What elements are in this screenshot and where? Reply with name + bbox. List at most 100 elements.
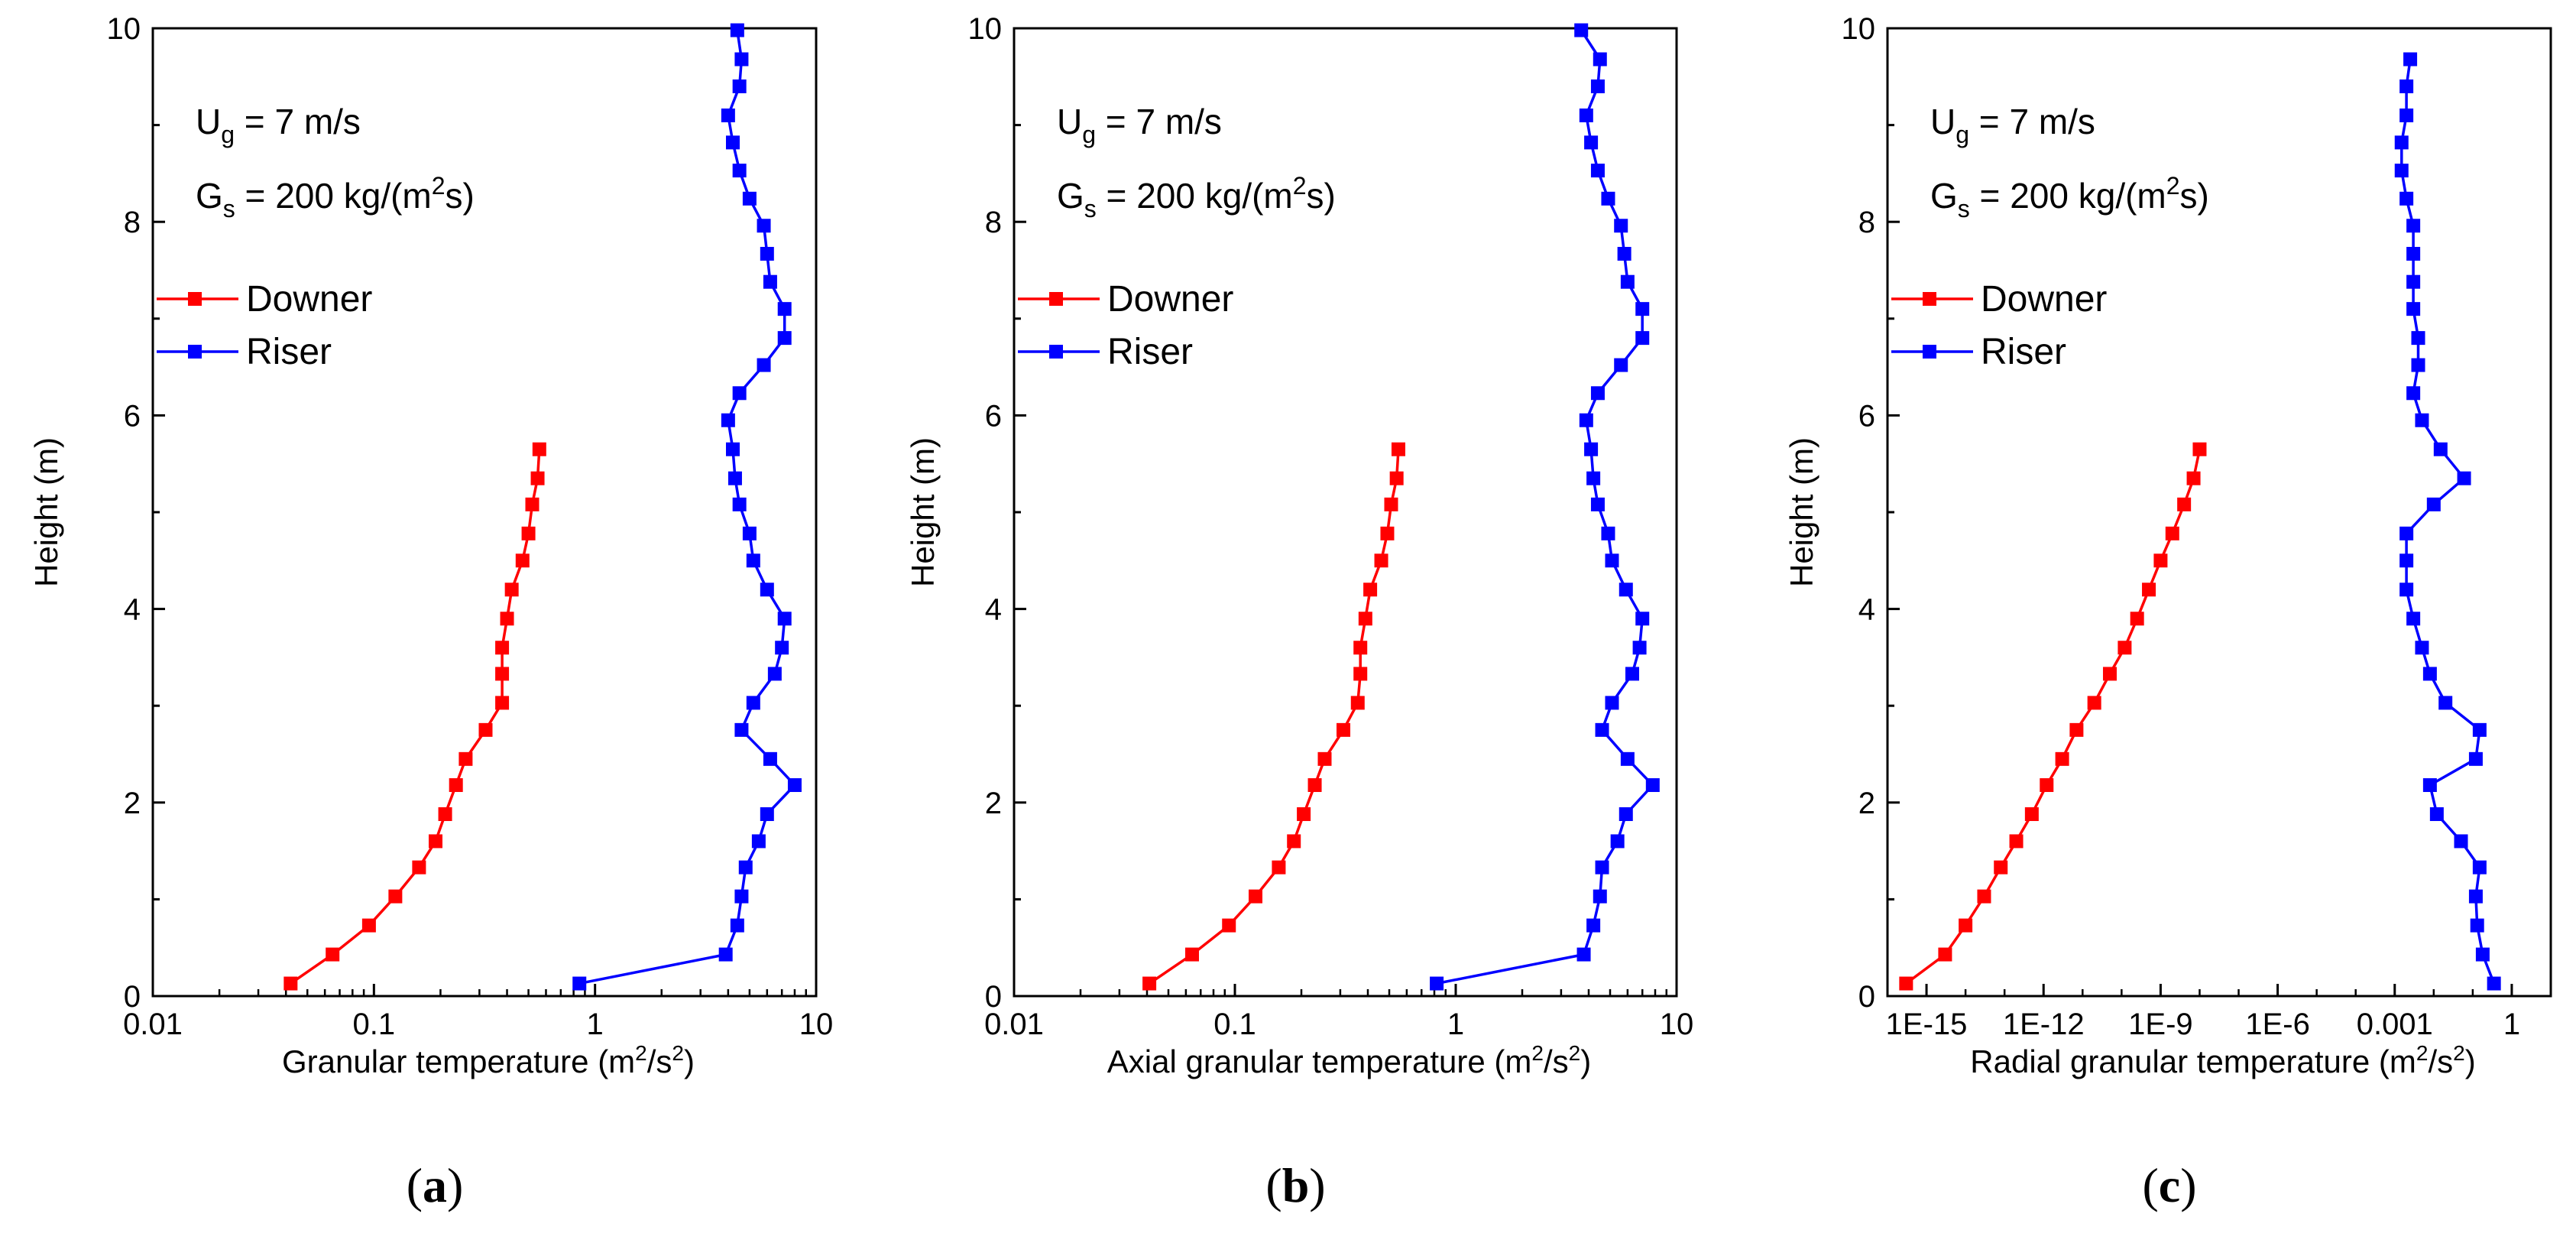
data-point-riser <box>1586 918 1601 933</box>
data-point-riser <box>1620 274 1635 289</box>
data-point-riser <box>2406 302 2421 316</box>
data-point-riser <box>746 696 760 710</box>
legend-marker <box>188 345 202 359</box>
data-point-riser <box>2468 889 2483 904</box>
data-point-riser <box>760 583 774 597</box>
data-point-riser <box>1635 302 1650 316</box>
panel-label: (a) <box>407 1158 464 1212</box>
data-point-riser <box>1574 23 1589 37</box>
data-point-riser <box>777 612 792 626</box>
x-axis-title-end: ) <box>1580 1043 1591 1079</box>
data-point-riser <box>734 889 749 904</box>
data-point-riser <box>777 331 792 346</box>
plot-frame <box>1886 27 2552 998</box>
data-point-downer <box>1287 834 1301 849</box>
data-point-downer <box>2130 612 2144 626</box>
data-point-riser <box>763 274 777 289</box>
data-point-downer <box>515 553 530 568</box>
data-point-downer <box>1391 442 1405 456</box>
data-point-riser <box>2399 108 2414 122</box>
data-point-downer <box>284 976 298 991</box>
data-point-downer <box>2186 471 2201 485</box>
data-point-riser <box>2422 667 2437 681</box>
y-tick-label: 10 <box>1842 12 1876 46</box>
data-point-downer <box>458 751 473 766</box>
x-axis-title-sup: 2 <box>1569 1041 1581 1065</box>
y-tick-label: 4 <box>1858 593 1875 627</box>
data-point-downer <box>530 471 545 485</box>
data-point-riser <box>1610 834 1625 849</box>
annotation-gs: Gs = 200 kg/(m2s) <box>1930 172 2209 222</box>
legend-label: Riser <box>1981 332 2066 372</box>
data-point-downer <box>2009 834 2024 849</box>
data-point-riser <box>1614 219 1628 233</box>
data-point-downer <box>1272 860 1286 875</box>
data-point-downer <box>1350 696 1365 710</box>
data-point-riser <box>2429 806 2444 821</box>
x-tick-label: 1E-12 <box>2003 1008 2085 1041</box>
y-tick-label: 6 <box>985 399 1002 433</box>
x-axis-title: Granular temperature (m2/s2) <box>282 1041 695 1079</box>
y-axis-title: Height (m) <box>1784 437 1819 587</box>
data-point-riser <box>2438 696 2453 710</box>
data-point-riser <box>1635 612 1650 626</box>
data-point-riser <box>2399 553 2414 568</box>
data-point-riser <box>2399 79 2414 93</box>
x-tick-label: 10 <box>1660 1008 1694 1041</box>
data-point-riser <box>1601 526 1615 540</box>
data-point-riser <box>2457 471 2471 485</box>
annotation-ug: Ug = 7 m/s <box>1057 102 1222 148</box>
data-point-downer <box>495 696 510 710</box>
data-point-riser <box>1605 553 1619 568</box>
data-point-riser <box>2406 219 2421 233</box>
data-point-riser <box>2411 358 2425 372</box>
y-tick-label: 6 <box>124 399 141 433</box>
data-point-riser <box>2406 612 2421 626</box>
legend-marker <box>1923 345 1936 359</box>
legend-label: Riser <box>246 332 332 372</box>
x-tick-label: 1E-15 <box>1886 1008 1968 1041</box>
data-point-riser <box>1590 497 1605 511</box>
x-axis-title-mid: /s <box>647 1043 672 1079</box>
x-axis-title: Axial granular temperature (m2/s2) <box>1107 1041 1591 1079</box>
data-point-downer <box>1959 918 1973 933</box>
data-point-downer <box>2142 583 2156 597</box>
panel-label: (b) <box>1265 1158 1325 1212</box>
annotation-ug: Ug = 7 m/s <box>1930 102 2095 148</box>
data-point-riser <box>763 751 777 766</box>
x-axis-title-sup: 2 <box>2453 1041 2465 1065</box>
y-tick-label: 4 <box>985 593 1002 627</box>
panel-a: 0 2 4 6 8 10 0.01 0.1 1 10 Height (m) Granular temp… <box>28 12 833 1212</box>
data-point-riser <box>1625 667 1640 681</box>
panel-c: 0 2 4 6 8 10 1E-15 1E-12 1E-9 1E-6 0.001 1 Height (m… <box>1784 12 2552 1212</box>
data-point-downer <box>1353 667 1368 681</box>
data-point-riser <box>2406 386 2421 401</box>
x-tick-label: 1E-6 <box>2245 1008 2310 1041</box>
data-point-downer <box>495 667 510 681</box>
data-point-riser <box>721 413 735 427</box>
data-point-downer <box>2055 751 2069 766</box>
data-point-riser <box>2426 497 2441 511</box>
x-axis-title-mid: /s <box>1544 1043 1569 1079</box>
x-tick-label: 0.1 <box>353 1008 396 1041</box>
data-point-riser <box>730 23 744 37</box>
legend-marker <box>188 292 202 306</box>
data-point-riser <box>2475 947 2490 962</box>
data-point-riser <box>1617 246 1631 261</box>
data-point-riser <box>1595 722 1609 737</box>
data-point-downer <box>2118 641 2132 655</box>
y-tick-label: 8 <box>1858 206 1875 239</box>
data-point-riser <box>2415 641 2429 655</box>
data-point-downer <box>1142 976 1157 991</box>
legend-marker <box>1049 292 1063 306</box>
data-point-downer <box>1363 583 1378 597</box>
data-point-riser <box>1590 386 1605 401</box>
data-point-downer <box>2087 696 2101 710</box>
legend-marker <box>1923 292 1936 306</box>
data-point-riser <box>767 667 782 681</box>
x-tick-label: 1 <box>2503 1008 2520 1041</box>
data-point-riser <box>732 79 747 93</box>
legend-label: Downer <box>246 279 372 320</box>
data-point-riser <box>572 976 587 991</box>
series-line-riser <box>2400 59 2496 985</box>
